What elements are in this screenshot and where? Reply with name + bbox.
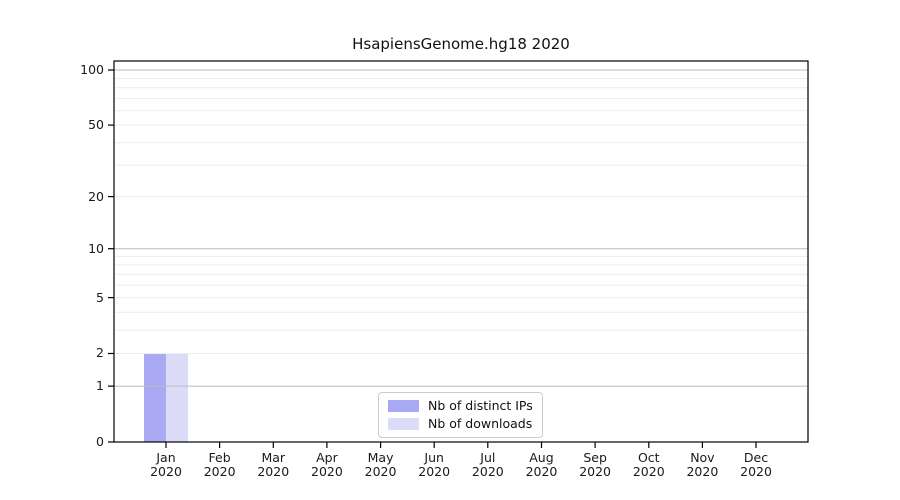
- legend-swatch-distinct-ips: [388, 400, 419, 412]
- chart-title: HsapiensGenome.hg18 2020: [352, 35, 570, 53]
- bar-nb-of-downloads-jan: [166, 353, 188, 442]
- x-tick-label: Jun 2020: [418, 450, 451, 479]
- legend-swatch-downloads: [388, 418, 419, 430]
- x-tick-label: Apr 2020: [311, 450, 343, 479]
- y-tick-label: 2: [96, 345, 104, 361]
- y-tick-label: 50: [88, 117, 104, 133]
- legend-label-downloads: Nb of downloads: [428, 416, 533, 431]
- y-tick-label: 0: [96, 434, 104, 449]
- x-tick-label: Mar 2020: [257, 450, 290, 479]
- x-tick-label: Nov 2020: [686, 450, 719, 479]
- legend-item: Nb of distinct IPs: [388, 399, 533, 413]
- legend: Nb of distinct IPs Nb of downloads: [378, 392, 543, 438]
- y-tick-label: 5: [96, 289, 104, 305]
- y-tick-label: 100: [80, 62, 104, 78]
- legend-item: Nb of downloads: [388, 417, 533, 431]
- y-tick-label: 20: [88, 188, 104, 204]
- plot-border: [113, 60, 809, 443]
- y-tick-label: 1: [96, 378, 104, 394]
- x-tick-label: Jan 2020: [150, 450, 182, 479]
- x-tick-label: Oct 2020: [632, 450, 665, 479]
- x-tick-label: Jul 2020: [471, 450, 504, 479]
- x-tick-label: May 2020: [364, 450, 397, 479]
- y-tick-label: 10: [88, 240, 104, 256]
- legend-label-distinct-ips: Nb of distinct IPs: [428, 398, 533, 413]
- x-tick-label: Feb 2020: [203, 450, 236, 479]
- x-tick-label: Sep 2020: [579, 450, 612, 479]
- x-tick-label: Aug 2020: [525, 450, 558, 479]
- x-tick-label: Dec 2020: [740, 450, 772, 479]
- bar-nb-of-distinct-ips-jan: [144, 353, 166, 442]
